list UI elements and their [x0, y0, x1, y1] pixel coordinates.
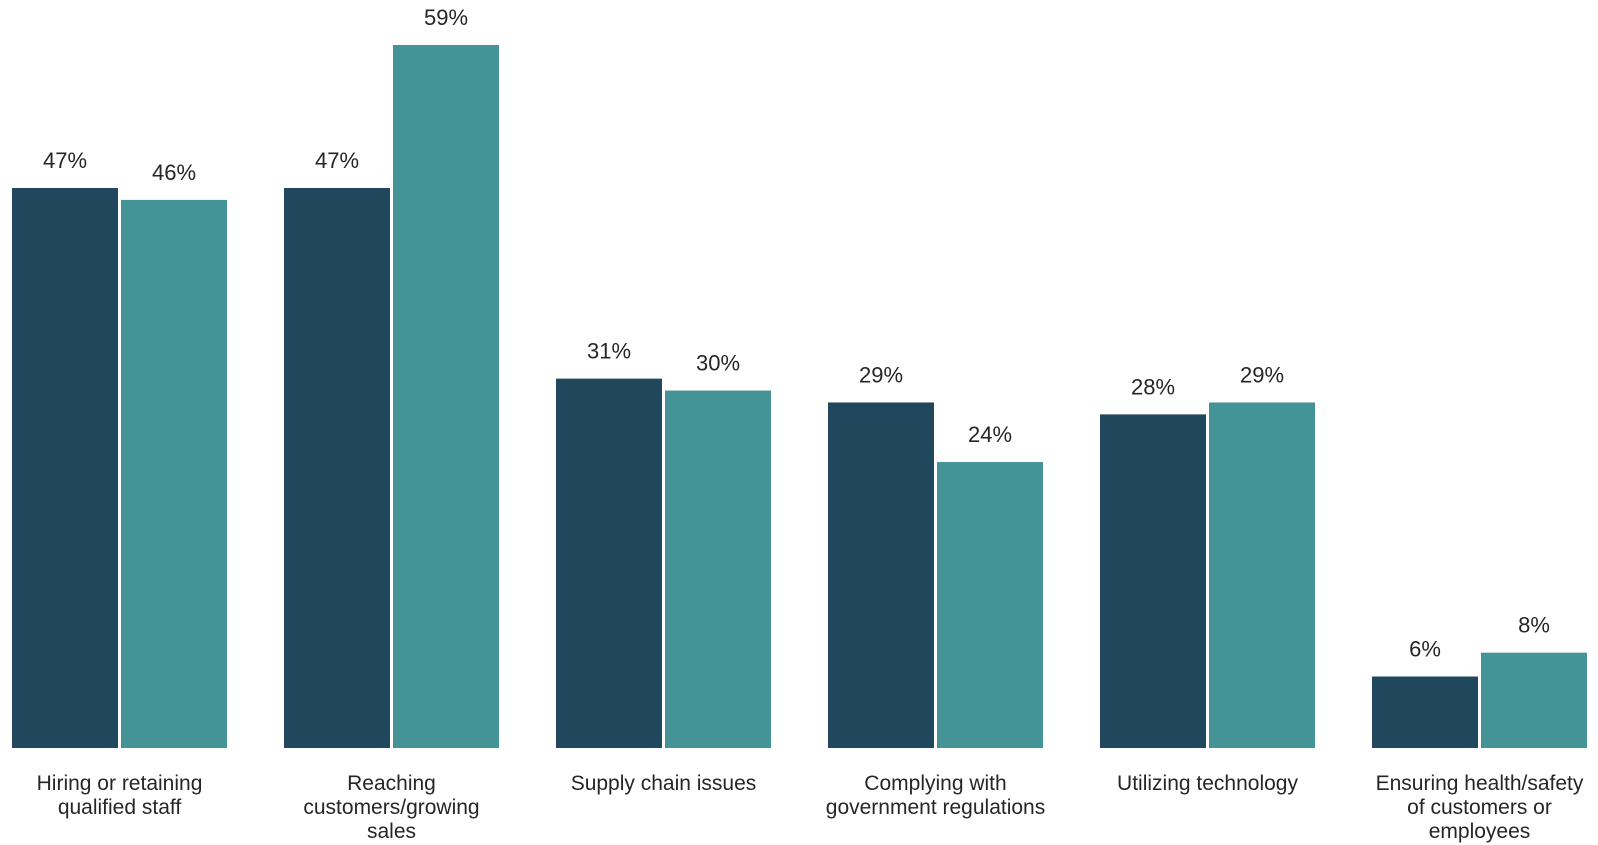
data-label-series1-cat4: 29%: [859, 362, 903, 387]
bar-series1-cat1: [12, 187, 118, 749]
category-label-6: Ensuring health/safety of customers or emp…: [1376, 772, 1584, 843]
data-label-series2-cat2: 59%: [424, 5, 468, 30]
data-label-series2-cat5: 29%: [1240, 362, 1284, 387]
bar-series1-cat2: [284, 187, 390, 749]
category-label-2: Reaching customers/growing sales: [303, 772, 479, 843]
data-label-series2-cat1: 46%: [152, 160, 196, 185]
category-label-1: Hiring or retaining qualified staff: [37, 772, 203, 819]
value-labels-group: 47% 46% 47% 59% 31% 30% 29% 24% 28% 29% 6% 8%: [43, 5, 1550, 662]
category-label-3-line-1: Supply chain issues: [571, 772, 757, 795]
bar-series1-cat4: [828, 402, 934, 748]
data-label-series1-cat1: 47%: [43, 148, 87, 173]
data-label-series1-cat6: 6%: [1409, 637, 1441, 662]
category-label-4: Complying with government regulations: [826, 772, 1045, 819]
category-label-5: Utilizing technology: [1117, 772, 1298, 795]
category-label-2-line-2: customers/growing: [303, 796, 479, 819]
category-label-3: Supply chain issues: [571, 772, 757, 795]
bar-series2-cat4: [937, 462, 1043, 748]
bar-series2-cat2: [393, 45, 499, 748]
category-label-2-line-1: Reaching: [347, 772, 436, 795]
bar-series2-cat3: [665, 390, 771, 748]
category-label-1-line-2: qualified staff: [58, 796, 182, 819]
data-label-series1-cat5: 28%: [1131, 374, 1175, 399]
data-label-series2-cat3: 30%: [696, 351, 740, 376]
category-label-1-line-1: Hiring or retaining: [37, 772, 203, 795]
category-label-4-line-1: Complying with: [864, 772, 1006, 795]
category-label-4-line-2: government regulations: [826, 796, 1045, 819]
bar-series1-cat3: [556, 378, 662, 748]
category-label-6-line-2: of customers or: [1407, 796, 1552, 819]
category-label-6-line-3: employees: [1429, 820, 1531, 843]
data-label-series1-cat3: 31%: [587, 339, 631, 364]
category-label-5-line-1: Utilizing technology: [1117, 772, 1298, 795]
data-label-series2-cat4: 24%: [968, 422, 1012, 447]
data-label-series1-cat2: 47%: [315, 148, 359, 173]
bars-group: [12, 45, 1587, 749]
bar-series2-cat5: [1209, 402, 1315, 748]
category-label-6-line-1: Ensuring health/safety: [1376, 772, 1584, 795]
bar-series1-cat6: [1372, 676, 1478, 748]
category-label-2-line-3: sales: [367, 820, 416, 843]
category-labels-group: Hiring or retaining qualified staff Reachi…: [37, 772, 1584, 843]
data-label-series2-cat6: 8%: [1518, 613, 1550, 638]
bar-series1-cat5: [1100, 414, 1206, 748]
bar-series2-cat6: [1481, 652, 1587, 748]
bar-series2-cat1: [121, 199, 227, 748]
